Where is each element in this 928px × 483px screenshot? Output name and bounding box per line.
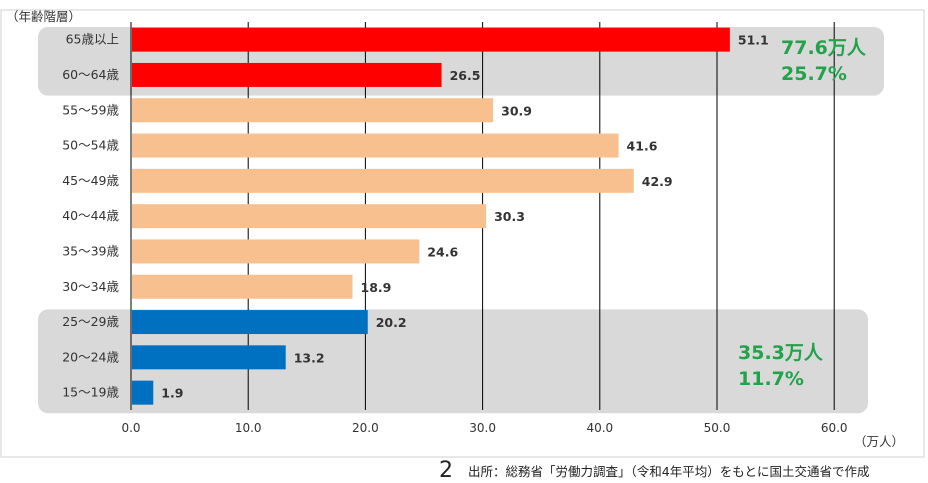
bar [132, 380, 154, 405]
value-label: 41.6 [627, 139, 658, 154]
source-note: 出所：総務省「労働力調査」（令和4年平均）をもとに国土交通省で作成 [468, 464, 869, 479]
value-label: 30.9 [501, 103, 532, 118]
x-tick-label: 40.0 [586, 421, 613, 435]
bar [132, 239, 420, 264]
bar [132, 274, 353, 299]
bar [132, 98, 494, 123]
callout-text: 35.3万人 [738, 342, 824, 364]
bar [132, 204, 487, 229]
x-axis-title: （万人） [854, 434, 904, 449]
x-tick-label: 20.0 [352, 421, 379, 435]
bars [132, 27, 730, 405]
category-labels: 65歳以上 60〜64歳 55〜59歳 50〜54歳 45〜49歳 40〜44歳 35〜39… [62, 32, 119, 400]
x-tick-label: 10.0 [235, 421, 262, 435]
bar [132, 345, 286, 370]
category-label: 20〜24歳 [62, 349, 119, 364]
bar [132, 133, 619, 158]
y-axis-title: （年齢階層） [6, 9, 81, 24]
highlight-panel [38, 309, 868, 414]
category-label: 35〜39歳 [62, 243, 119, 258]
value-label: 51.1 [738, 33, 769, 48]
callout-text: 77.6万人 [781, 37, 867, 59]
category-label: 45〜49歳 [62, 173, 119, 188]
bar [132, 168, 634, 193]
bar [132, 310, 368, 335]
x-tick-label: 30.0 [469, 421, 496, 435]
chart-border [0, 9, 925, 458]
value-label: 1.9 [161, 386, 183, 401]
bar [132, 62, 442, 87]
value-label: 24.6 [427, 244, 458, 259]
callout-text: 25.7% [781, 63, 847, 85]
bar [132, 27, 730, 52]
callout-text: 11.7% [738, 368, 804, 390]
category-label: 25〜29歳 [62, 314, 119, 329]
category-label: 60〜64歳 [62, 67, 119, 82]
value-label: 26.5 [450, 68, 481, 83]
callouts: 77.6万人 25.7% 35.3万人 11.7% [738, 37, 867, 390]
value-label: 30.3 [494, 209, 525, 224]
x-tick-label: 60.0 [821, 421, 848, 435]
x-tick-labels: 0.0 10.0 20.0 30.0 40.0 50.0 60.0 [121, 421, 847, 435]
x-tick-label: 0.0 [121, 421, 140, 435]
category-label: 65歳以上 [66, 32, 119, 47]
value-labels: 51.1 26.5 30.9 41.6 42.9 30.3 24.6 18.9 20.2 13.2… [161, 33, 768, 401]
value-label: 18.9 [361, 280, 392, 295]
category-label: 50〜54歳 [62, 138, 119, 153]
category-label: 55〜59歳 [62, 102, 119, 117]
value-label: 42.9 [642, 174, 673, 189]
page-number: 2 [439, 458, 453, 483]
value-label: 13.2 [294, 350, 325, 365]
x-tick-label: 50.0 [704, 421, 731, 435]
category-label: 40〜44歳 [62, 208, 119, 223]
category-label: 30〜34歳 [62, 279, 119, 294]
value-label: 20.2 [376, 315, 407, 330]
category-label: 15〜19歳 [62, 385, 119, 400]
